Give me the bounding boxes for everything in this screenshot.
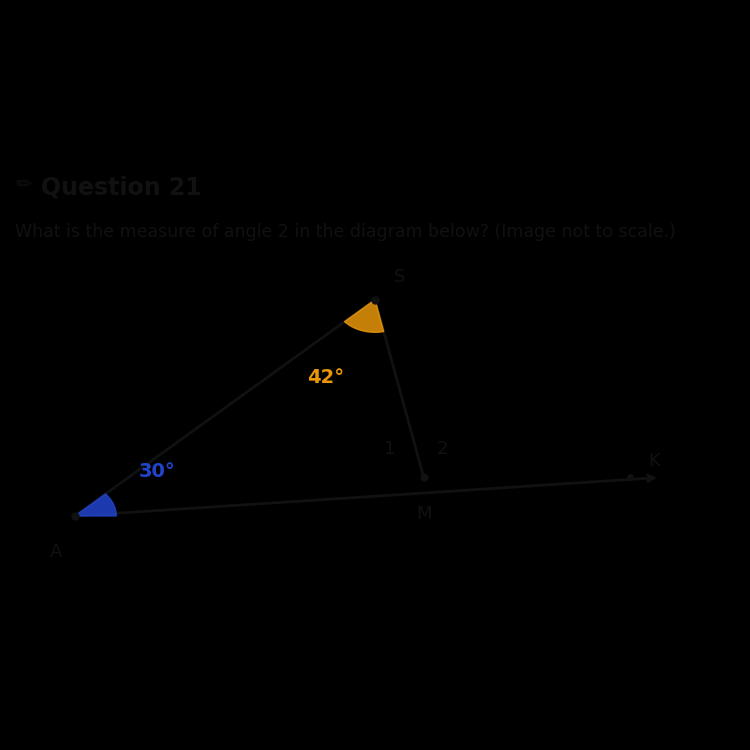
Text: 1: 1 — [384, 440, 396, 458]
Text: What is the measure of angle 2 in the diagram below? (Image not to scale.): What is the measure of angle 2 in the di… — [15, 223, 676, 241]
Text: 2: 2 — [436, 440, 448, 458]
Text: A: A — [50, 544, 62, 562]
Text: K: K — [649, 452, 661, 470]
Polygon shape — [75, 494, 116, 516]
Polygon shape — [344, 300, 384, 332]
Text: Question 21: Question 21 — [41, 176, 202, 200]
Text: ✏: ✏ — [15, 176, 32, 194]
Text: 42°: 42° — [308, 368, 344, 387]
Text: M: M — [416, 505, 431, 523]
Text: S: S — [394, 268, 405, 286]
Text: 30°: 30° — [139, 463, 176, 482]
